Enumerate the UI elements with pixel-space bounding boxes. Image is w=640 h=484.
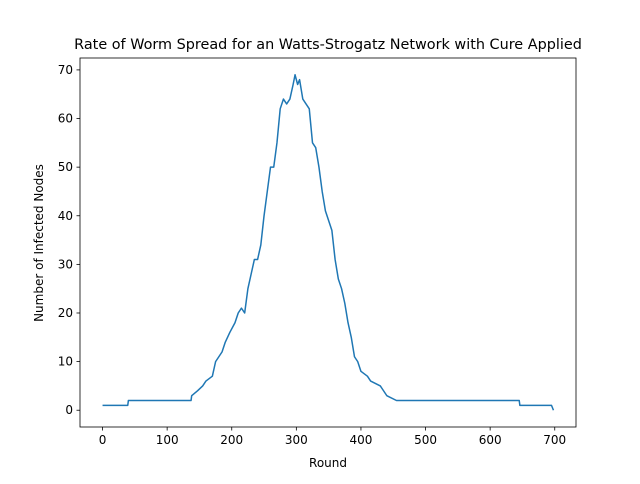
chart-title: Rate of Worm Spread for an Watts-Strogat… bbox=[74, 37, 582, 53]
x-tick-label: 100 bbox=[156, 433, 179, 447]
x-axis-label: Round bbox=[309, 456, 347, 470]
x-tick-label: 500 bbox=[414, 433, 437, 447]
x-tick-label: 700 bbox=[543, 433, 566, 447]
y-tick-label: 30 bbox=[58, 257, 73, 271]
x-tick-label: 400 bbox=[349, 433, 372, 447]
plot-frame bbox=[79, 57, 577, 428]
y-tick-label: 50 bbox=[58, 160, 73, 174]
y-tick-label: 0 bbox=[65, 403, 73, 417]
y-axis-label: Number of Infected Nodes bbox=[32, 164, 46, 322]
x-tick-label: 300 bbox=[285, 433, 308, 447]
y-tick-label: 40 bbox=[58, 209, 73, 223]
y-tick-label: 60 bbox=[58, 112, 73, 126]
x-tick-label: 0 bbox=[99, 433, 107, 447]
y-tick-label: 20 bbox=[58, 306, 73, 320]
x-tick-label: 200 bbox=[220, 433, 243, 447]
x-tick-label: 600 bbox=[479, 433, 502, 447]
y-tick-label: 10 bbox=[58, 355, 73, 369]
data-line bbox=[102, 74, 555, 411]
y-tick-label: 70 bbox=[58, 63, 73, 77]
